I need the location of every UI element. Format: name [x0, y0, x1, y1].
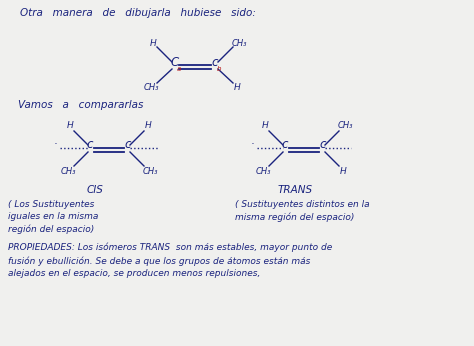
Text: a: a: [177, 66, 181, 72]
Text: TRANS: TRANS: [277, 185, 312, 195]
Text: c: c: [87, 138, 93, 152]
Text: c: c: [125, 138, 131, 152]
Text: CH₃: CH₃: [231, 38, 247, 47]
Text: Vamos   a   compararlas: Vamos a compararlas: [18, 100, 143, 110]
Text: c: c: [282, 138, 288, 152]
Text: ·: ·: [53, 139, 57, 149]
Text: H: H: [145, 121, 151, 130]
Text: H: H: [234, 82, 240, 91]
Text: alejados en el espacio, se producen menos repulsiones,: alejados en el espacio, se producen meno…: [8, 269, 260, 278]
Text: ·: ·: [250, 139, 254, 149]
Text: c: c: [320, 138, 326, 152]
Text: H: H: [262, 121, 268, 130]
Text: c: c: [212, 55, 218, 69]
Text: C: C: [171, 55, 179, 69]
Text: PROPIEDADES: Los isómeros TRANS  son más estables, mayor punto de: PROPIEDADES: Los isómeros TRANS son más …: [8, 243, 332, 253]
Text: CH₃: CH₃: [142, 167, 158, 176]
Text: CH₃: CH₃: [337, 121, 353, 130]
Text: CH₃: CH₃: [143, 82, 159, 91]
Text: CH₃: CH₃: [255, 167, 271, 176]
Text: b: b: [217, 66, 221, 72]
Text: CIS: CIS: [87, 185, 103, 195]
Text: H: H: [340, 167, 346, 176]
Text: ( Sustituyentes distintos en la: ( Sustituyentes distintos en la: [235, 200, 370, 209]
Text: CH₃: CH₃: [60, 167, 76, 176]
Text: H: H: [67, 121, 73, 130]
Text: ( Los Sustituyentes: ( Los Sustituyentes: [8, 200, 94, 209]
Text: región del espacio): región del espacio): [8, 224, 94, 234]
Text: Otra   manera   de   dibujarla   hubiese   sido:: Otra manera de dibujarla hubiese sido:: [20, 8, 256, 18]
Text: iguales en la misma: iguales en la misma: [8, 212, 99, 221]
Text: misma región del espacio): misma región del espacio): [235, 212, 355, 221]
Text: fusión y ebullición. Se debe a que los grupos de átomos están más: fusión y ebullición. Se debe a que los g…: [8, 256, 310, 265]
Text: H: H: [150, 38, 156, 47]
